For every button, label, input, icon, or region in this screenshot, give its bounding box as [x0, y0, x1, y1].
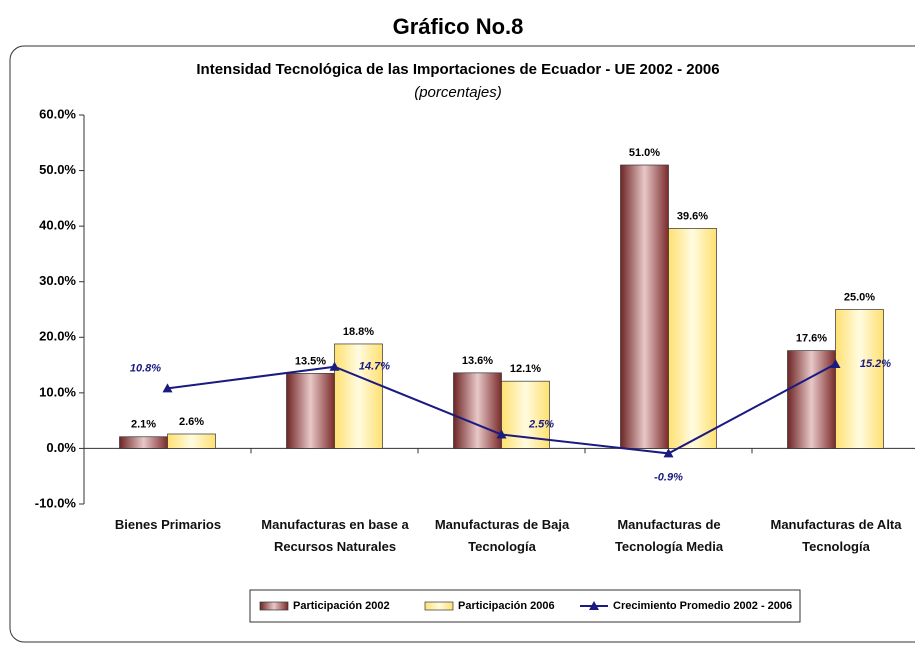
data-label: 15.2%: [860, 358, 891, 370]
legend-swatch: [259, 601, 289, 611]
y-tick-label: 30.0%: [39, 273, 76, 288]
bar: [167, 433, 216, 449]
legend-swatch: [424, 601, 454, 611]
line-marker: [162, 383, 173, 393]
data-label: 51.0%: [629, 147, 660, 159]
data-label: 10.8%: [130, 362, 161, 374]
bar: [620, 164, 669, 449]
bar: [787, 350, 836, 449]
line-marker: [663, 448, 674, 458]
legend-label: Participación 2006: [458, 600, 555, 612]
x-tick-label: Manufacturas de Baja Tecnología: [434, 517, 570, 554]
data-label: 18.8%: [343, 326, 374, 338]
chart-title: Intensidad Tecnológica de las Importacio…: [196, 61, 719, 78]
page-header: Gráfico No.8: [393, 14, 524, 39]
data-label: 39.6%: [677, 210, 708, 222]
data-label: -0.9%: [654, 471, 683, 483]
legend-label: Participación 2002: [293, 600, 390, 612]
data-label: 12.1%: [510, 363, 541, 375]
bar: [334, 343, 383, 449]
data-label: 2.5%: [528, 418, 554, 430]
y-tick-label: 0.0%: [46, 440, 76, 455]
y-tick-label: 60.0%: [39, 106, 76, 121]
x-tick-label: Manufacturas de Tecnología Media: [614, 517, 724, 554]
y-tick-label: 20.0%: [39, 329, 76, 344]
legend-label: Crecimiento Promedio 2002 - 2006: [613, 600, 792, 612]
bar: [286, 373, 335, 449]
line-marker: [496, 429, 507, 439]
data-label: 17.6%: [796, 333, 827, 345]
y-tick-label: 40.0%: [39, 218, 76, 233]
bar: [453, 372, 502, 449]
data-label: 13.6%: [462, 355, 493, 367]
bar: [835, 309, 884, 449]
bar: [668, 228, 717, 449]
data-label: 2.6%: [179, 416, 204, 428]
chart-subtitle: (porcentajes): [414, 84, 502, 101]
y-tick-label: -10.0%: [35, 495, 77, 510]
y-tick-label: 10.0%: [39, 384, 76, 399]
chart-frame: [9, 45, 915, 643]
data-label: 14.7%: [359, 361, 390, 373]
x-tick-label: Manufacturas de Alta Tecnología: [770, 517, 902, 554]
line-marker: [329, 361, 340, 371]
x-tick-label: Manufacturas en base a Recursos Naturale…: [261, 517, 409, 554]
x-tick-label: Bienes Primarios: [114, 517, 222, 532]
data-label: 13.5%: [295, 355, 326, 367]
y-tick-label: 50.0%: [39, 162, 76, 177]
legend-marker: [589, 601, 599, 610]
legend-box: [249, 589, 801, 623]
data-label: 25.0%: [844, 291, 875, 303]
data-label: 2.1%: [131, 419, 156, 431]
line-marker: [830, 358, 841, 368]
bar: [119, 436, 168, 449]
